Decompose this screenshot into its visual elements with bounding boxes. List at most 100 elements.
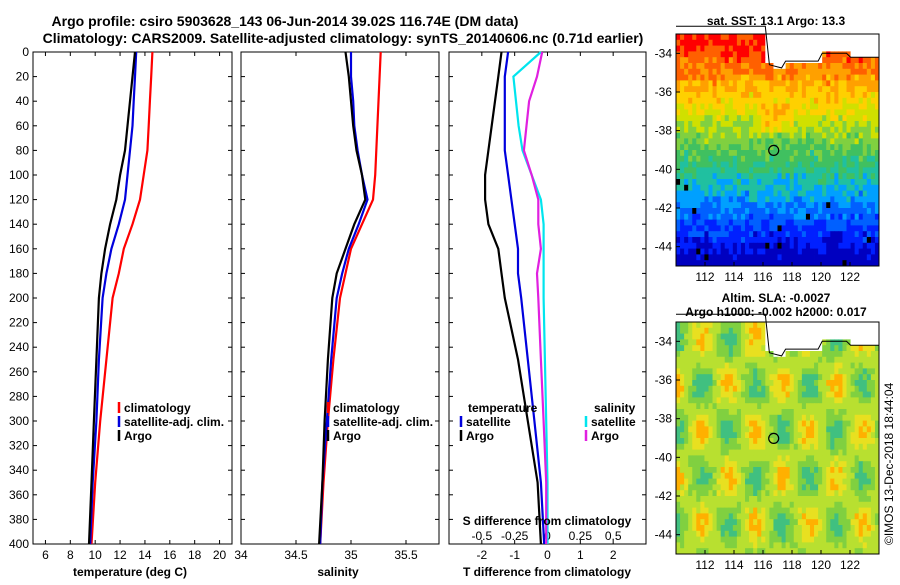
map-cell <box>866 225 872 232</box>
map-cell <box>720 138 726 145</box>
map-cell <box>773 536 778 543</box>
map-cell <box>862 478 868 485</box>
map-cell <box>749 196 754 203</box>
map-cell <box>822 132 827 139</box>
map-cell <box>822 426 827 433</box>
map-cell <box>834 426 839 433</box>
map-cell <box>708 45 713 52</box>
map-cell <box>676 45 681 52</box>
map-cell <box>789 219 795 226</box>
map-cell <box>676 260 681 267</box>
map-cell <box>684 92 689 99</box>
map-cell <box>777 260 782 267</box>
map-cell <box>736 74 742 81</box>
map-cell <box>736 478 742 485</box>
map-cell <box>724 490 730 497</box>
map-cell <box>781 121 787 128</box>
map-cell <box>785 362 791 369</box>
map-cell <box>818 34 823 41</box>
map-cell <box>680 57 685 64</box>
map-cell <box>838 484 843 491</box>
map-cell <box>850 237 856 244</box>
map-cell <box>870 51 876 58</box>
map-cell <box>801 333 807 340</box>
map-cell <box>785 34 791 41</box>
map-cell <box>749 68 754 75</box>
map-cell <box>684 184 689 191</box>
map-cell <box>797 51 803 58</box>
map-cell <box>838 103 843 110</box>
map-cell <box>874 548 880 555</box>
map-cell <box>720 34 726 41</box>
map-cell <box>720 242 726 249</box>
map-cell <box>866 490 872 497</box>
map-cell <box>797 248 803 255</box>
map-cell <box>818 63 823 70</box>
map-cell <box>676 231 681 238</box>
x-tick-label: 16 <box>163 548 177 562</box>
map-cell <box>838 92 843 99</box>
map-cell <box>728 368 734 375</box>
x-tick-label: 14 <box>138 548 152 562</box>
map-cell <box>688 121 693 128</box>
map-cell <box>749 519 754 526</box>
map-cell <box>801 138 807 145</box>
map-cell <box>680 507 685 514</box>
map-cell <box>740 467 746 474</box>
map-cell <box>676 138 681 145</box>
map-cell <box>874 242 880 249</box>
map-cell <box>805 519 811 526</box>
map-cell <box>805 443 811 450</box>
map-cell <box>728 173 734 180</box>
map-cell <box>749 219 754 226</box>
map-cell <box>789 327 795 334</box>
map-cell <box>680 242 685 249</box>
map-cell <box>826 507 831 514</box>
map-cell <box>866 109 872 116</box>
map-cell <box>728 351 734 358</box>
map-cell <box>773 478 778 485</box>
map-cell <box>716 68 722 75</box>
map-cell <box>854 432 860 439</box>
map-cell <box>801 472 807 479</box>
map-cell <box>789 242 795 249</box>
map-cell <box>850 51 856 58</box>
map-cell <box>740 403 746 410</box>
map-cell <box>712 260 717 267</box>
map-cell <box>818 150 823 157</box>
map-cell <box>736 109 742 116</box>
map-cell <box>838 356 843 363</box>
map-cell <box>761 144 766 151</box>
map-cell <box>769 213 774 220</box>
map-cell <box>761 461 766 468</box>
map-cell <box>692 525 697 532</box>
map-cell <box>854 345 860 352</box>
map-cell <box>745 109 750 116</box>
map-cell <box>809 121 815 128</box>
x-tick-label: 34 <box>234 548 248 562</box>
map-cell <box>676 121 681 128</box>
map-cell <box>745 414 750 421</box>
map-cell <box>712 380 717 387</box>
map-cell <box>838 426 843 433</box>
map-cell <box>700 80 705 87</box>
map-cell <box>870 63 876 70</box>
map-cell <box>704 74 709 81</box>
map-cell <box>809 167 815 174</box>
map-cell <box>688 351 693 358</box>
map-cell <box>842 248 847 255</box>
map-cell <box>834 237 839 244</box>
map-cell <box>866 260 872 267</box>
map-cell <box>704 219 709 226</box>
map-cell <box>797 103 803 110</box>
map-cell <box>720 231 726 238</box>
map-cell <box>814 173 819 180</box>
map-cell <box>773 525 778 532</box>
map-cell <box>749 167 754 174</box>
map-cell <box>720 322 726 329</box>
map-cell <box>854 374 860 381</box>
depth-tick-label: 100 <box>9 168 29 182</box>
map-cell <box>866 403 872 410</box>
map-cell <box>676 501 681 508</box>
map-cell <box>688 190 693 197</box>
